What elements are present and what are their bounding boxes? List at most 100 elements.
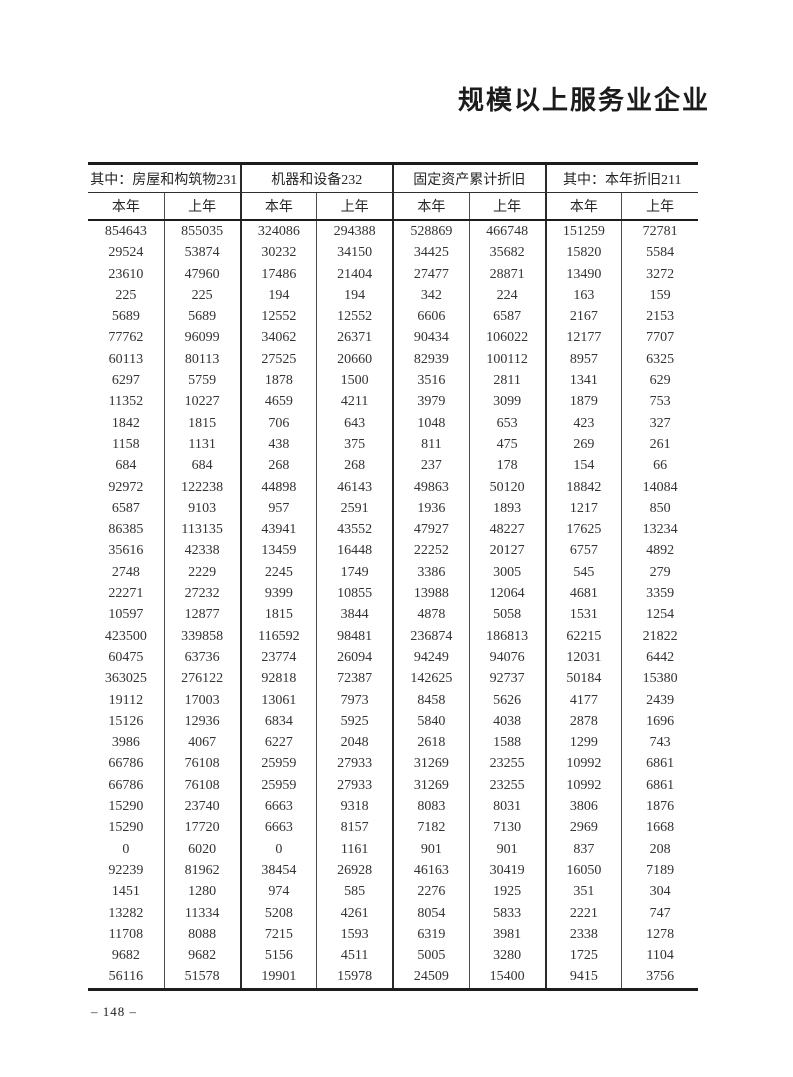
sub-header-cell: 上年	[469, 192, 547, 221]
table-cell: 29524	[88, 242, 165, 264]
table-cell: 1451	[88, 881, 165, 903]
table-cell: 8957	[545, 348, 623, 371]
table-cell: 27525	[240, 348, 318, 371]
table-cell: 151259	[545, 220, 623, 243]
table-cell: 6663	[240, 817, 318, 839]
table-cell: 6757	[545, 540, 623, 562]
table-cell: 5759	[164, 370, 242, 392]
table-cell: 3516	[393, 370, 470, 392]
table-cell: 5840	[393, 710, 470, 733]
table-cell: 6325	[646, 351, 675, 367]
table-row: 15290 23740 6663 9318 8083 8031 3806 1876	[88, 796, 698, 818]
table-cell: 15126	[88, 710, 165, 733]
table-cell: 16050	[545, 859, 623, 882]
table-cell: 2748	[88, 561, 165, 584]
table-cell: 5689	[88, 306, 165, 328]
table-cell: 0	[88, 838, 165, 860]
table-row: 60475 63736 23774 26094 94249 94076 12031 6442	[88, 646, 698, 669]
table-cell: 66786	[88, 753, 165, 775]
table-cell: 6834	[240, 710, 318, 733]
table-cell: 43552	[316, 519, 395, 541]
table-cell: 9103	[164, 497, 242, 520]
table-cell: 3272	[646, 266, 675, 282]
table-cell: 643	[316, 412, 395, 434]
table-cell: 30419	[469, 859, 547, 882]
table-cell: 1815	[240, 604, 318, 626]
table-row: 0 6020 0 1161 901 901 837 208	[88, 838, 698, 860]
table-cell: 294388	[316, 220, 395, 243]
table-cell: 17720	[164, 817, 242, 839]
table-cell: 268	[240, 455, 318, 477]
table-cell: 90434	[393, 327, 470, 349]
table-cell: 7707	[646, 330, 675, 346]
table-cell: 10227	[164, 391, 242, 413]
table-cell: 43941	[240, 519, 318, 541]
table-cell: 5005	[393, 945, 470, 967]
table-cell: 545	[545, 561, 623, 584]
table-cell: 21404	[316, 263, 395, 285]
group-header-current-year-depreciation: 其中：本年折旧211	[545, 163, 698, 193]
table-cell: 27477	[393, 263, 470, 285]
table-cell: 53874	[164, 242, 242, 264]
table-cell: 4211	[316, 391, 395, 413]
table-row: 9682 9682 5156 4511 5005 3280 1725 1104	[88, 945, 698, 967]
table-cell: 47960	[164, 263, 242, 285]
table-cell: 3979	[393, 391, 470, 413]
table-cell: 31269	[393, 753, 470, 775]
table-cell: 6587	[469, 306, 547, 328]
table-cell: 6663	[240, 796, 318, 818]
table-cell: 92972	[88, 476, 165, 498]
table-cell: 23740	[164, 796, 242, 818]
table-cell: 94076	[469, 646, 547, 669]
table-cell: 72781	[642, 224, 678, 239]
table-cell: 15290	[88, 796, 165, 818]
table-cell: 855035	[164, 220, 242, 243]
table-cell: 466748	[469, 220, 547, 243]
table-cell: 3986	[88, 732, 165, 754]
table-cell: 1588	[469, 732, 547, 754]
table-cell: 1158	[88, 433, 165, 456]
table-cell: 9415	[545, 966, 623, 990]
table-cell: 46163	[393, 859, 470, 882]
table-cell: 327	[649, 415, 671, 431]
table-cell: 48227	[469, 519, 547, 541]
table-cell: 276122	[164, 668, 242, 690]
table-cell: 423500	[88, 625, 165, 647]
table-cell: 2811	[469, 370, 547, 392]
table-cell: 49863	[393, 476, 470, 498]
table-row: 6297 5759 1878 1500 3516 2811 1341 629	[88, 370, 698, 392]
table-cell: 35682	[469, 242, 547, 264]
table-cell: 6861	[646, 756, 675, 772]
table-cell: 5689	[164, 306, 242, 328]
table-row: 19112 17003 13061 7973 8458 5626 4177 2439	[88, 689, 698, 711]
table-cell: 5833	[469, 902, 547, 924]
table-cell: 92239	[88, 859, 165, 882]
table-row: 11708 8088 7215 1593 6319 3981 2338 1278	[88, 923, 698, 946]
table-cell: 8458	[393, 689, 470, 711]
table-cell: 269	[545, 433, 623, 456]
table-cell: 1725	[545, 945, 623, 967]
table-cell: 2153	[646, 309, 675, 325]
table-row: 66786 76108 25959 27933 31269 23255 10992 6861	[88, 774, 698, 797]
table-cell: 1879	[545, 391, 623, 413]
table-row: 92239 81962 38454 26928 46163 30419 16050 7189	[88, 859, 698, 882]
table-row: 6587 9103 957 2591 1936 1893 1217 850	[88, 497, 698, 520]
table-cell: 279	[649, 564, 671, 580]
table-cell: 51578	[164, 966, 242, 990]
table-cell: 12552	[240, 306, 318, 328]
table-row: 3986 4067 6227 2048 2618 1588 1299 743	[88, 732, 698, 754]
table-cell: 34062	[240, 327, 318, 349]
table-cell: 237	[393, 455, 470, 477]
table-cell: 15820	[545, 242, 623, 264]
table-cell: 1696	[646, 713, 675, 729]
table-row: 29524 53874 30232 34150 34425 35682 15820 5584	[88, 242, 698, 264]
sub-header-cell: 上年	[621, 192, 698, 221]
table-cell: 5208	[240, 902, 318, 924]
table-cell: 12936	[164, 710, 242, 733]
table-cell: 154	[545, 455, 623, 477]
table-cell: 159	[649, 287, 671, 303]
table-cell: 12552	[316, 306, 395, 328]
table-cell: 0	[240, 838, 318, 860]
table-cell: 62215	[545, 625, 623, 647]
group-header-row: 其中：房屋和构筑物231 机器和设备232 固定资产累计折旧 其中：本年折旧21…	[88, 163, 698, 193]
